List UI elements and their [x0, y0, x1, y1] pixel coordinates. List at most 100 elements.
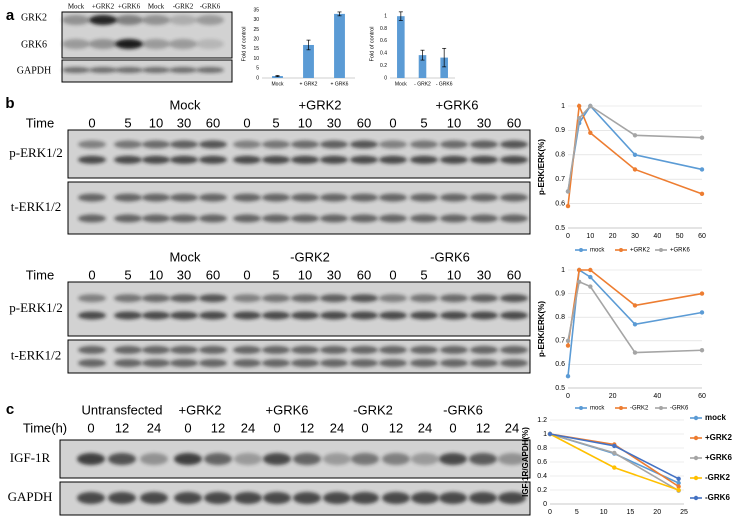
point — [588, 274, 593, 280]
band — [439, 492, 467, 504]
band — [108, 453, 136, 465]
band — [114, 193, 142, 202]
time: 0 — [243, 115, 250, 130]
band — [199, 294, 227, 303]
band — [114, 359, 142, 368]
band — [114, 140, 142, 149]
group-label: Mock — [169, 97, 201, 112]
point — [588, 130, 593, 136]
band — [78, 294, 106, 303]
band — [411, 453, 439, 465]
band — [142, 359, 170, 368]
error-bar — [398, 11, 403, 21]
band — [293, 453, 321, 465]
y-tick-label: 0.8 — [555, 314, 565, 321]
band — [350, 294, 378, 303]
band — [196, 15, 224, 25]
band — [410, 359, 438, 368]
error-bar — [420, 49, 425, 61]
band — [379, 214, 407, 223]
legend-marker — [579, 406, 583, 410]
y-axis-label: IGF-1R/GAPDH(%) — [521, 427, 530, 497]
bar — [440, 57, 448, 78]
band — [320, 140, 348, 149]
band — [470, 193, 498, 202]
x-tick-label: 0 — [566, 233, 570, 240]
legend-marker — [693, 415, 699, 421]
band — [291, 140, 319, 149]
y-tick-label: 1.2 — [537, 417, 547, 424]
y-tick-label: 0.5 — [555, 385, 565, 392]
band — [291, 294, 319, 303]
row-label: GRK6 — [21, 39, 47, 50]
point — [632, 303, 638, 308]
band — [320, 193, 348, 202]
band — [379, 359, 407, 368]
group-label: Untransfected — [82, 402, 163, 417]
time: 10 — [298, 267, 312, 282]
band — [62, 39, 90, 49]
x-tick-label: 50 — [676, 233, 684, 240]
point — [699, 167, 705, 172]
band — [199, 193, 227, 202]
band — [379, 311, 407, 320]
x-tick-label: Mock — [272, 81, 284, 87]
time: 10 — [149, 115, 163, 130]
band — [351, 453, 379, 465]
band — [114, 155, 142, 164]
band — [470, 140, 498, 149]
x-tick-label: 25 — [680, 509, 688, 516]
band — [350, 311, 378, 320]
band — [379, 140, 407, 149]
band — [234, 492, 262, 504]
band — [470, 294, 498, 303]
y-tick-label: 0.8 — [380, 26, 387, 32]
row-label: p-ERK1/2 — [9, 300, 62, 315]
band — [170, 311, 198, 320]
band — [470, 214, 498, 223]
legend-label: +GRK2 — [705, 433, 732, 442]
band — [142, 311, 170, 320]
point — [699, 310, 705, 315]
band — [108, 492, 136, 504]
band — [140, 492, 168, 504]
band — [114, 214, 142, 223]
band — [350, 155, 378, 164]
legend-marker — [619, 406, 623, 410]
band — [170, 359, 198, 368]
band — [320, 155, 348, 164]
x-tick-label: + GRK2 — [300, 81, 318, 87]
band — [382, 453, 410, 465]
point — [676, 487, 681, 493]
band — [140, 453, 168, 465]
y-tick-label: 0.4 — [380, 51, 387, 57]
band — [500, 155, 528, 164]
blot — [67, 181, 531, 235]
x-tick-label: 10 — [600, 509, 608, 516]
time: 30 — [327, 267, 341, 282]
y-tick-label: 0.2 — [380, 63, 387, 69]
legend-label: mock — [590, 406, 605, 412]
band — [410, 345, 438, 354]
band — [142, 140, 170, 149]
y-tick-label: 0.6 — [555, 361, 565, 368]
y-tick-label: 15 — [253, 46, 259, 52]
legend-marker — [693, 455, 699, 461]
band — [199, 311, 227, 320]
time: 0 — [243, 267, 250, 282]
band — [262, 359, 290, 368]
band — [350, 193, 378, 202]
band — [78, 345, 106, 354]
band — [500, 345, 528, 354]
blot — [67, 281, 531, 337]
panel-letter: b — [5, 95, 14, 112]
time: 0 — [88, 267, 95, 282]
time: 60 — [206, 115, 220, 130]
band — [169, 15, 197, 25]
point — [576, 103, 582, 109]
error-bar — [275, 75, 280, 77]
band — [411, 492, 439, 504]
band — [379, 155, 407, 164]
band — [199, 155, 227, 164]
